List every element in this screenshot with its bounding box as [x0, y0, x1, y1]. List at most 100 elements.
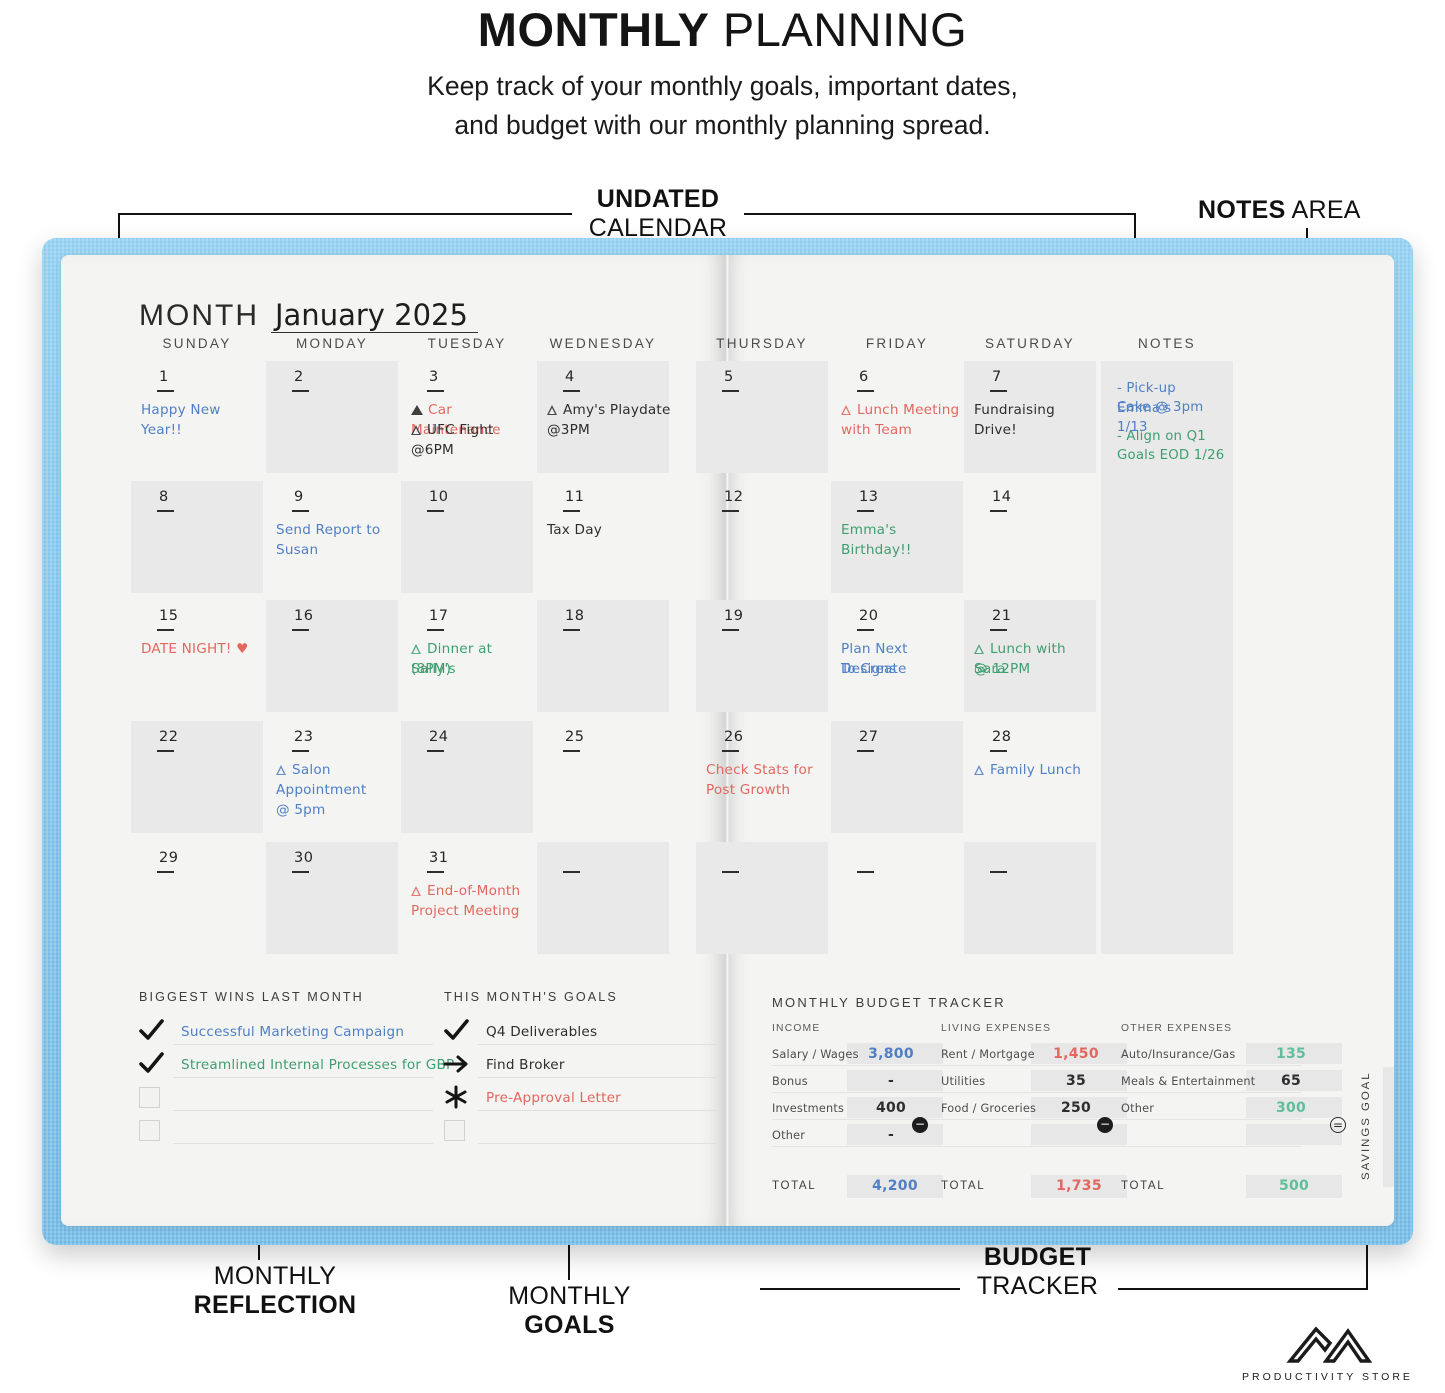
- calendar-day-cell[interactable]: 2: [266, 361, 398, 473]
- calendar-day-cell[interactable]: 20 Plan Next Designs To Create: [831, 600, 963, 712]
- calendar-day-number-rule: [857, 629, 874, 631]
- budget-value-field[interactable]: [1246, 1070, 1342, 1091]
- calendar-day-cell[interactable]: 19: [696, 600, 828, 712]
- budget-value-field[interactable]: [847, 1043, 943, 1064]
- calendar-event[interactable]: Appointment: [276, 781, 400, 801]
- check-icon[interactable]: [444, 1019, 469, 1043]
- calendar-event[interactable]: UFC Fight @6PM: [411, 421, 535, 460]
- budget-value-field[interactable]: [1246, 1043, 1342, 1064]
- reflection-item[interactable]: [139, 1120, 160, 1141]
- calendar-event[interactable]: @ 5pm: [276, 801, 400, 821]
- calendar-event[interactable]: To Create: [841, 660, 965, 680]
- calendar-day-cell[interactable]: 6 Lunch Meeting with Team: [831, 361, 963, 473]
- calendar-day-cell[interactable]: 3 Car Maintenance UFC Fight @6PM: [401, 361, 533, 473]
- calendar-event[interactable]: Fundraising Drive!: [974, 401, 1098, 440]
- calendar-event[interactable]: Plan Next Designs: [841, 640, 965, 679]
- budget-value-field[interactable]: [847, 1097, 943, 1118]
- budget-value-field[interactable]: [847, 1070, 943, 1091]
- calendar-event[interactable]: Tax Day: [547, 521, 671, 541]
- reflection-item[interactable]: [139, 1019, 164, 1043]
- calendar-event[interactable]: Car Maintenance: [411, 401, 535, 440]
- calendar-day-cell[interactable]: 21 Lunch with Sara @ 12PM: [964, 600, 1096, 712]
- calendar-day-cell[interactable]: 25: [537, 721, 669, 833]
- calendar-day-cell[interactable]: 1 Happy New Year!!: [131, 361, 263, 473]
- budget-total-field[interactable]: [1246, 1175, 1342, 1198]
- calendar-event[interactable]: End-of-Month: [411, 882, 535, 902]
- check-icon[interactable]: [139, 1019, 164, 1043]
- goals-item[interactable]: [443, 1054, 469, 1076]
- reflection-item[interactable]: [139, 1052, 164, 1076]
- reflection-item[interactable]: [139, 1087, 160, 1108]
- calendar-event[interactable]: Happy New Year!!: [141, 401, 265, 440]
- checkbox[interactable]: [139, 1120, 160, 1141]
- calendar-event[interactable]: Lunch Meeting: [841, 401, 965, 421]
- calendar-day-cell[interactable]: 29: [131, 842, 263, 954]
- calendar-event[interactable]: Project Meeting: [411, 902, 535, 922]
- calendar-day-cell[interactable]: 18: [537, 600, 669, 712]
- savings-goal-field[interactable]: [1383, 1067, 1394, 1187]
- calendar-event[interactable]: Salon: [276, 761, 400, 781]
- calendar-day-cell[interactable]: [964, 842, 1096, 954]
- budget-value-field[interactable]: [1246, 1124, 1342, 1145]
- calendar-day-cell[interactable]: 12: [696, 481, 828, 593]
- calendar-day-cell[interactable]: 10: [401, 481, 533, 593]
- month-value-field[interactable]: January 2025: [270, 300, 478, 333]
- calendar-event[interactable]: Dinner at Sally's: [411, 640, 535, 679]
- calendar-day-cell[interactable]: 16: [266, 600, 398, 712]
- calendar-event[interactable]: Check Stats for: [706, 761, 830, 781]
- calendar-event[interactable]: @3PM: [547, 421, 671, 441]
- calendar-day-cell[interactable]: 15 DATE NIGHT! ♥: [131, 600, 263, 712]
- calendar-day-cell[interactable]: 24: [401, 721, 533, 833]
- calendar-event[interactable]: Susan: [276, 541, 400, 561]
- goals-title: THIS MONTH'S GOALS: [444, 990, 618, 1004]
- calendar-event-text: Tax Day: [547, 522, 602, 538]
- calendar-event[interactable]: DATE NIGHT! ♥: [141, 640, 265, 660]
- calendar-day-cell[interactable]: 28 Family Lunch: [964, 721, 1096, 833]
- calendar-event[interactable]: Family Lunch: [974, 761, 1098, 781]
- calendar-day-cell[interactable]: 22: [131, 721, 263, 833]
- budget-value-field[interactable]: [1031, 1097, 1127, 1118]
- calendar-day-cell[interactable]: 30: [266, 842, 398, 954]
- calendar-day-cell[interactable]: [831, 842, 963, 954]
- budget-value-field[interactable]: [1031, 1070, 1127, 1091]
- calendar-event[interactable]: Lunch with Sara: [974, 640, 1098, 679]
- calendar-event[interactable]: Emma's Birthday!!: [841, 521, 965, 560]
- calendar-event[interactable]: Post Growth: [706, 781, 830, 801]
- arrow-icon[interactable]: [443, 1054, 469, 1076]
- notes-panel[interactable]: - Pick-up Emma's Cake @ 3pm 1/13- Align o…: [1101, 361, 1233, 954]
- calendar-day-cell[interactable]: 17 Dinner at Sally's (8PM): [401, 600, 533, 712]
- budget-total-field[interactable]: [1031, 1175, 1127, 1198]
- checkbox[interactable]: [444, 1120, 465, 1141]
- goals-item[interactable]: [444, 1120, 465, 1141]
- check-icon[interactable]: [139, 1052, 164, 1076]
- calendar-event[interactable]: Amy's Playdate: [547, 401, 671, 421]
- budget-row-rule: [772, 1119, 952, 1120]
- star-icon[interactable]: [444, 1085, 469, 1109]
- calendar-event[interactable]: (8PM): [411, 660, 535, 680]
- calendar-day-cell[interactable]: 13 Emma's Birthday!!: [831, 481, 963, 593]
- budget-total-field[interactable]: [847, 1175, 943, 1198]
- calendar-event[interactable]: Send Report to: [276, 521, 400, 541]
- calendar-day-cell[interactable]: [696, 842, 828, 954]
- calendar-day-cell[interactable]: 14: [964, 481, 1096, 593]
- calendar-day-cell[interactable]: 4 Amy's Playdate @3PM: [537, 361, 671, 473]
- calendar-day-number: 8: [159, 489, 169, 505]
- calendar-day-cell[interactable]: 5: [696, 361, 828, 473]
- goals-item[interactable]: [444, 1085, 469, 1109]
- calendar-day-cell[interactable]: 23 Salon Appointment @ 5pm: [266, 721, 398, 833]
- calendar-day-cell[interactable]: [537, 842, 669, 954]
- budget-value-field[interactable]: [1031, 1043, 1127, 1064]
- goals-item[interactable]: [444, 1019, 469, 1043]
- calendar-day-cell[interactable]: 8: [131, 481, 263, 593]
- checkbox[interactable]: [139, 1087, 160, 1108]
- calendar-day-cell[interactable]: 26 Check Stats for Post Growth: [696, 721, 828, 833]
- calendar-day-cell[interactable]: 11 Tax Day: [537, 481, 669, 593]
- calendar-event[interactable]: @ 12PM: [974, 660, 1098, 680]
- calendar-day-cell[interactable]: 9 Send Report to Susan: [266, 481, 398, 593]
- calendar-event[interactable]: with Team: [841, 421, 965, 441]
- budget-value-field[interactable]: [1246, 1097, 1342, 1118]
- notebook-spine: [726, 255, 729, 1226]
- calendar-day-cell[interactable]: 7 Fundraising Drive!: [964, 361, 1096, 473]
- calendar-day-cell[interactable]: 27: [831, 721, 963, 833]
- calendar-day-cell[interactable]: 31 End-of-Month Project Meeting: [401, 842, 533, 954]
